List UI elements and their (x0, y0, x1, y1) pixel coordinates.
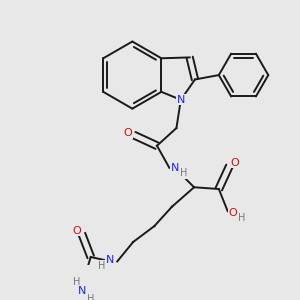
Text: N: N (177, 95, 185, 105)
Text: O: O (230, 158, 239, 167)
Text: H: H (98, 261, 105, 271)
Text: N: N (78, 286, 86, 296)
Text: O: O (72, 226, 81, 236)
Text: H: H (180, 168, 187, 178)
Text: O: O (229, 208, 237, 218)
Text: N: N (106, 255, 114, 265)
Text: H: H (73, 277, 80, 287)
Text: H: H (238, 213, 245, 223)
Text: N: N (170, 163, 179, 173)
Text: H: H (87, 294, 94, 300)
Text: O: O (124, 128, 132, 138)
